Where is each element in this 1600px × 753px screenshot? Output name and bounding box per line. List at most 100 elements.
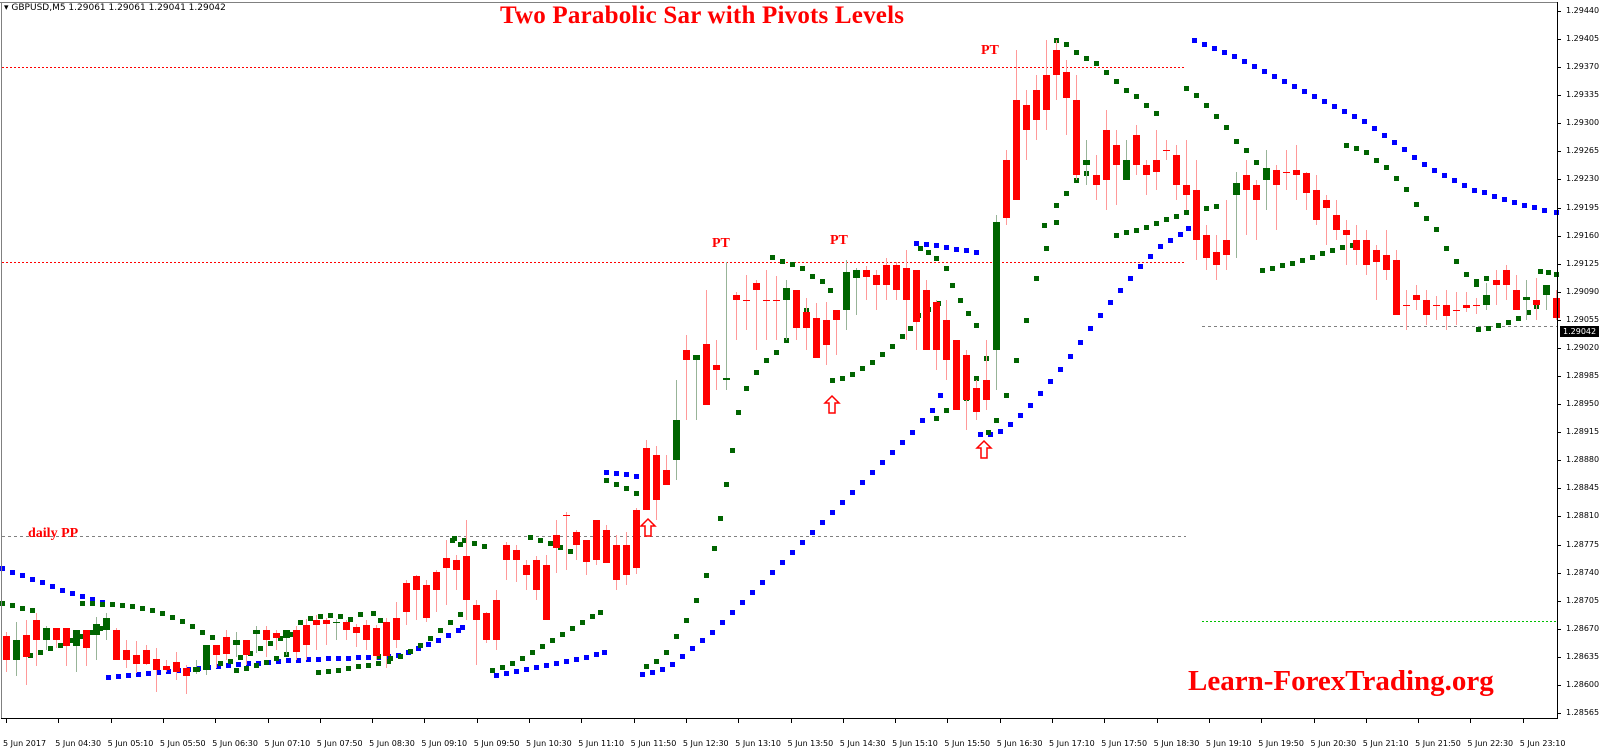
sar-dot [614, 471, 619, 476]
dropdown-triangle-icon[interactable]: ▾ [4, 3, 9, 13]
sar-dot [490, 668, 495, 673]
candle [863, 270, 870, 277]
candle [1413, 295, 1420, 300]
y-tick-label: 1.28950 [1566, 399, 1600, 409]
sar-dot [1024, 318, 1029, 323]
candle [43, 628, 50, 640]
sar-dot [1542, 208, 1547, 213]
sar-dot [40, 580, 45, 585]
sar-dot [1174, 214, 1179, 219]
sar-dot [1074, 178, 1079, 183]
candle [63, 628, 70, 646]
y-tick-label: 1.29370 [1566, 62, 1600, 72]
sar-dot [1260, 268, 1265, 273]
sar-dot [754, 370, 759, 375]
sar-dot [890, 450, 895, 455]
sar-dot [1028, 403, 1033, 408]
y-tick-label: 1.28740 [1566, 567, 1600, 577]
sar-dot [1464, 272, 1469, 277]
candle [233, 640, 240, 645]
x-tick-label: 5 Jun 08:30 [369, 739, 415, 748]
sar-dot [1476, 327, 1481, 332]
candle [173, 662, 180, 672]
sar-dot [1482, 190, 1487, 195]
sar-dot [226, 663, 231, 668]
sar-dot [346, 666, 351, 671]
sar-dot [880, 352, 885, 357]
sar-dot [1344, 143, 1349, 148]
sar-dot [574, 657, 579, 662]
sar-dot [974, 376, 979, 381]
x-tick-label: 5 Jun 11:50 [630, 739, 677, 748]
candle [913, 270, 920, 322]
sar-dot [764, 358, 769, 363]
candle [1103, 130, 1110, 180]
sar-dot [58, 643, 63, 648]
sar-dot [674, 634, 679, 639]
sar-dot [494, 673, 499, 678]
sar-dot [1280, 263, 1285, 268]
candle [263, 630, 270, 640]
sar-dot [1486, 326, 1491, 331]
current-price-tag: 1.29042 [1560, 326, 1600, 337]
candle [783, 288, 790, 300]
sar-dot [1310, 255, 1315, 260]
candle [623, 545, 630, 575]
sar-dot [1332, 104, 1337, 109]
candle [1153, 160, 1160, 172]
sar-dot [590, 614, 595, 619]
sar-dot [116, 674, 121, 679]
sar-dot [416, 646, 421, 651]
sar-dot [1242, 59, 1247, 64]
sar-dot [800, 266, 805, 271]
candle [743, 300, 750, 301]
sar-dot [1262, 69, 1267, 74]
x-tick-label: 5 Jun 13:50 [787, 739, 834, 748]
candle [1023, 105, 1030, 130]
sar-dot [924, 242, 929, 247]
sar-dot [730, 448, 735, 453]
sar-dot [316, 657, 321, 662]
sar-dot [1394, 176, 1399, 181]
candle [353, 627, 360, 633]
sar-dot [1422, 162, 1427, 167]
candle [1343, 230, 1350, 235]
watermark: Learn-ForexTrading.org [1188, 665, 1494, 697]
sar-dot [298, 620, 303, 625]
x-tick-label: 5 Jun 12:30 [682, 739, 729, 748]
candle [523, 565, 530, 575]
candle [93, 624, 100, 635]
x-tick-label: 5 Jun 13:10 [735, 739, 781, 748]
candle [583, 540, 590, 562]
x-tick-label: 5 Jun 09:10 [421, 739, 468, 748]
sar-dot [810, 530, 815, 535]
y-tick-label: 1.29020 [1566, 342, 1600, 352]
sar-dot [1272, 74, 1277, 79]
sar-dot [1362, 119, 1367, 124]
sar-dot [934, 416, 939, 421]
x-tick-label: 5 Jun 16:30 [996, 739, 1043, 748]
sar-dot [544, 663, 549, 668]
candle [1373, 250, 1380, 262]
sar-dot [48, 646, 53, 651]
candle [933, 302, 940, 350]
sar-dot [1532, 205, 1537, 210]
candle [983, 380, 990, 400]
sar-dot [10, 603, 15, 608]
sar-dot [1538, 269, 1543, 274]
candle [1263, 168, 1270, 180]
sar-dot [1522, 203, 1527, 208]
sar-dot [20, 573, 25, 578]
sar-dot [68, 638, 73, 643]
sar-dot [140, 606, 145, 611]
sar-dot [1384, 165, 1389, 170]
sar-dot [568, 549, 573, 554]
candle [193, 667, 200, 672]
candle [253, 630, 260, 634]
candle [693, 355, 700, 360]
sar-dot [1168, 238, 1173, 243]
symbol-ohlc-header[interactable]: ▾ GBPUSD,M5 1.29061 1.29061 1.29041 1.29… [4, 3, 226, 13]
sar-dot [538, 538, 543, 543]
sar-dot [1354, 146, 1359, 151]
